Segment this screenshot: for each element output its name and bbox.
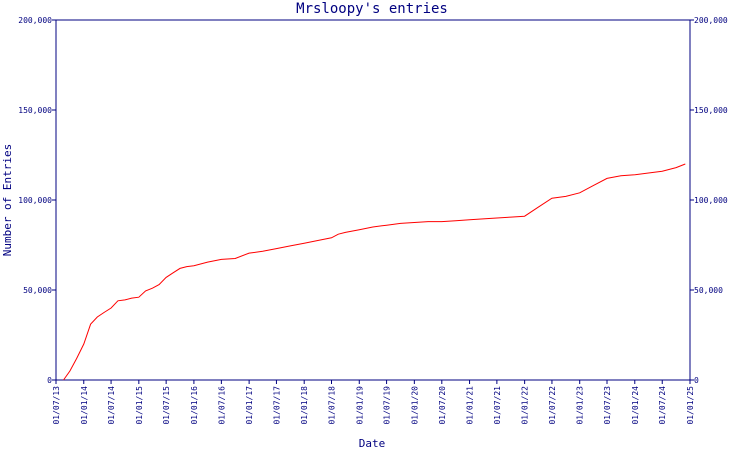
x-tick-label: 01/07/16 <box>217 386 226 425</box>
x-tick-label: 01/01/18 <box>300 386 309 425</box>
y-tick-label-right: 50,000 <box>694 286 723 295</box>
x-tick-label: 01/01/24 <box>631 386 640 425</box>
y-axis-left: 0 50,000 100,000 150,000 200,000 <box>18 16 56 385</box>
x-tick-label: 01/01/21 <box>466 386 475 425</box>
y-tick-label-right: 100,000 <box>694 196 728 205</box>
x-tick-label: 01/07/18 <box>328 386 337 425</box>
x-tick-label: 01/01/16 <box>190 386 199 425</box>
x-tick-label: 01/07/24 <box>658 386 667 425</box>
series-line <box>63 163 686 381</box>
plot-frame <box>55 19 691 381</box>
x-tick-label: 01/01/23 <box>576 386 585 425</box>
x-tick-label: 01/01/14 <box>80 386 89 425</box>
y-tick-label-left: 0 <box>47 376 52 385</box>
y-axis-right: 0 50,000 100,000 150,000 200,000 <box>690 16 728 385</box>
x-axis: 01/07/13 01/01/14 01/07/14 01/01/15 01/07/15… <box>52 380 695 425</box>
y-tick-label-right: 0 <box>694 376 699 385</box>
y-tick-label-left: 50,000 <box>23 286 52 295</box>
y-tick-label-right: 200,000 <box>694 16 728 25</box>
x-tick-label: 01/07/17 <box>272 386 281 425</box>
y-tick-label-left: 150,000 <box>18 106 52 115</box>
x-tick-label: 01/01/20 <box>410 386 419 425</box>
x-tick-label: 01/01/17 <box>245 386 254 425</box>
x-tick-label: 01/07/23 <box>603 386 612 425</box>
chart-title: Mrsloopy's entries <box>296 1 448 17</box>
x-tick-label: 01/07/21 <box>493 386 502 425</box>
y-tick-label-left: 200,000 <box>18 16 52 25</box>
y-tick-label-left: 100,000 <box>18 196 52 205</box>
x-tick-label: 01/07/22 <box>548 386 557 425</box>
x-tick-label: 01/01/22 <box>521 386 530 425</box>
x-tick-label: 01/01/25 <box>686 386 695 425</box>
x-tick-label: 01/07/13 <box>52 386 61 425</box>
x-axis-title: Date <box>359 437 386 450</box>
y-tick-label-right: 150,000 <box>694 106 728 115</box>
y-axis-title: Number of Entries <box>1 144 14 257</box>
x-tick-label: 01/01/19 <box>355 386 364 425</box>
x-tick-label: 01/07/20 <box>438 386 447 425</box>
x-tick-label: 01/07/14 <box>107 386 116 425</box>
x-tick-label: 01/07/19 <box>383 386 392 425</box>
x-tick-label: 01/01/15 <box>135 386 144 425</box>
x-tick-label: 01/07/15 <box>162 386 171 425</box>
